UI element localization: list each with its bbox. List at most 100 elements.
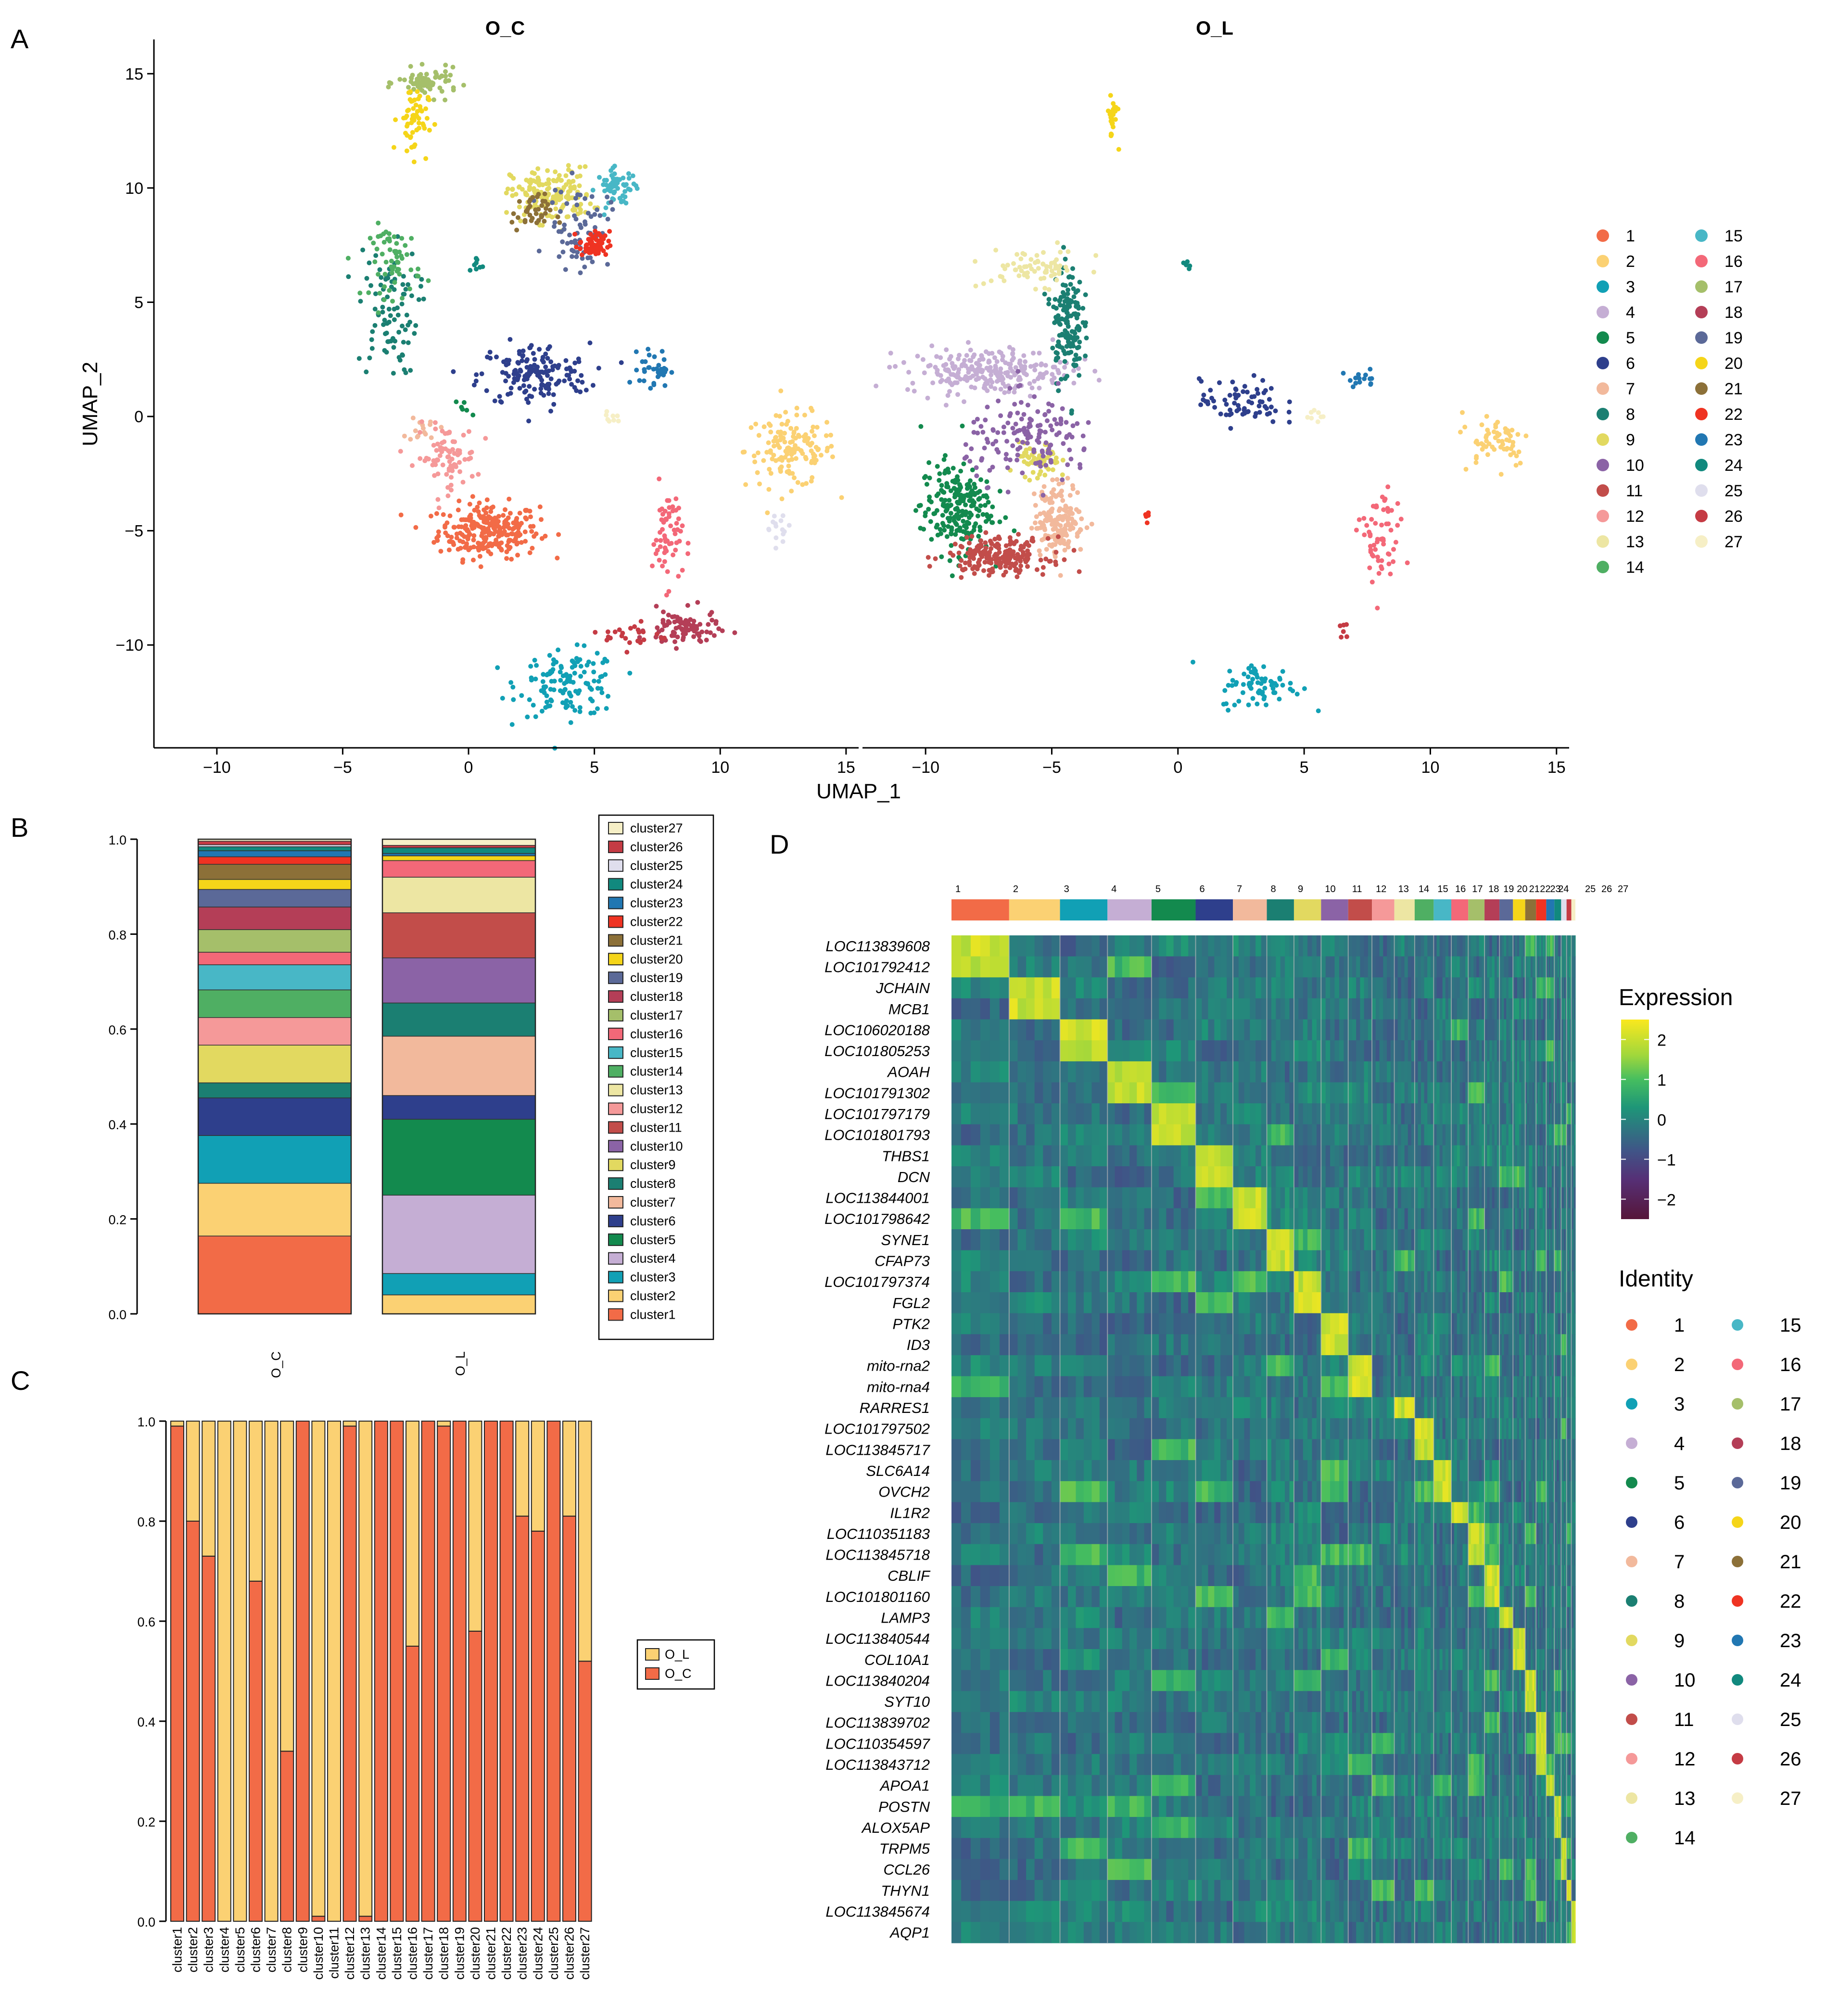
umap-point [433,427,438,431]
umap-point [456,524,461,529]
umap-point [592,679,596,683]
umap-point [423,432,428,437]
umap-point [1496,439,1501,443]
umap-point [415,274,419,278]
umap-point [1405,560,1410,565]
umap-point [1014,267,1018,272]
umap-point [662,559,667,564]
umap-point [1038,553,1043,557]
heatmap-cell [1348,1061,1353,1083]
heatmap-annotation-cluster-19 [1499,899,1513,920]
b-bar-segment-cluster8 [198,1083,351,1098]
umap-legend-key [1597,255,1609,267]
umap-point [634,183,638,188]
umap-point [541,679,545,684]
heatmap-cell [1326,935,1331,957]
heatmap-cell [1281,1020,1285,1041]
umap-x-tick-label: −5 [1042,758,1061,777]
heatmap-cell [1122,957,1130,978]
heatmap-cell [1261,1020,1267,1041]
umap-point [1074,353,1078,357]
umap-point [780,458,785,463]
umap-point [497,527,502,532]
b-legend-key [609,860,623,871]
heatmap-cell [1376,957,1380,978]
heatmap-cell [1395,977,1398,998]
umap-point [603,233,608,238]
umap-legend-label: 11 [1626,482,1643,500]
umap-point [654,538,659,542]
umap-point [1061,245,1066,250]
heatmap-cell [1538,977,1540,998]
heatmap-cell [1380,1020,1383,1041]
heatmap-cell [1421,977,1424,998]
umap-point [931,511,936,516]
umap-point [546,391,551,396]
heatmap-cell [1395,1040,1398,1061]
umap-point [520,354,525,359]
umap-point [578,705,583,710]
umap-point [511,176,516,181]
umap-point [668,524,673,529]
umap-point [1005,421,1010,426]
umap-point [691,619,696,624]
umap-point [1227,669,1232,674]
umap-point [1016,273,1021,278]
umap-point [1048,451,1052,456]
c-bar-o-l [579,1421,592,1661]
umap-point [945,507,950,512]
umap-point [1015,438,1020,442]
umap-point [535,166,540,171]
umap-point [647,365,652,370]
heatmap-cell [1052,957,1060,978]
heatmap-cell [1433,935,1437,957]
b-legend-label: cluster9 [630,1158,676,1172]
umap-point [582,643,586,648]
heatmap-cell [1239,1061,1244,1083]
heatmap-cell [1115,998,1123,1020]
b-y-tick-label: 0.6 [108,1023,127,1037]
b-legend-key [609,841,623,853]
umap-point [1257,403,1262,408]
umap-point [1008,566,1013,570]
umap-point [462,400,467,405]
heatmap-annotation-label: 6 [1200,884,1205,895]
umap-point [990,520,995,525]
umap-point [596,366,601,371]
heatmap-cell [1479,957,1482,978]
heatmap-cell [1502,935,1504,957]
umap-legend-label: 6 [1626,354,1635,373]
umap-point [986,360,991,365]
heatmap-cell [1446,1083,1449,1104]
heatmap-cell [1405,1083,1408,1104]
c-bar-o-l [187,1421,200,1521]
heatmap-cell [1181,1040,1189,1061]
umap-point [443,79,448,84]
umap-point [1031,449,1036,454]
heatmap-cell [971,977,981,998]
umap-point [553,188,558,192]
heatmap-cell [1380,1083,1383,1104]
umap-point [562,378,567,383]
umap-point [1048,443,1052,448]
umap-point [983,560,988,565]
umap-point [408,368,413,373]
heatmap-cell [1122,1083,1130,1104]
umap-point [392,317,397,322]
umap-point [1067,448,1072,453]
b-bar-segment-cluster20 [382,856,535,861]
umap-point [794,413,799,417]
umap-point [973,386,977,391]
umap-point [774,535,778,540]
umap-point [1027,381,1032,386]
heatmap-cell [1208,977,1215,998]
heatmap-cell [1376,935,1380,957]
heatmap-cell [1060,1061,1068,1083]
heatmap-cell [1395,935,1398,957]
umap-point [529,529,534,534]
heatmap-cell [1376,1020,1380,1041]
heatmap-cell [1463,998,1466,1020]
umap-point [570,248,574,252]
heatmap-annotation-cluster-1 [951,899,1009,920]
heatmap-cell [1152,1040,1159,1061]
